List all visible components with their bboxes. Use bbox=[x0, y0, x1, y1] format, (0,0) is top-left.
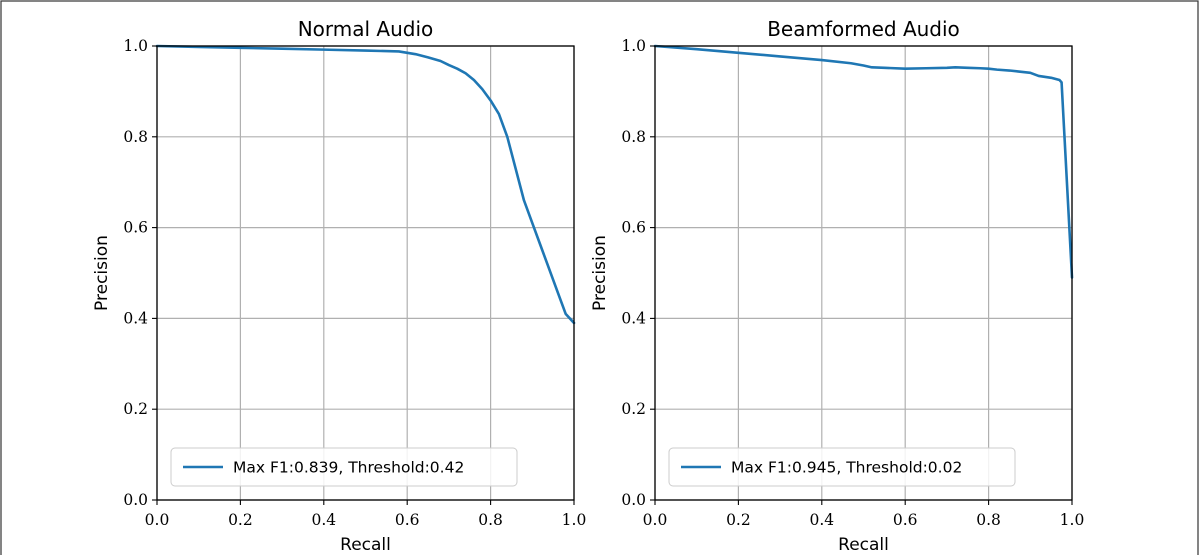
y-tick-label: 0.0 bbox=[123, 491, 148, 509]
y-tick-label: 0.8 bbox=[123, 128, 148, 146]
x-tick-label: 0.2 bbox=[228, 511, 253, 529]
axes-frame bbox=[654, 45, 1073, 501]
ticks: 0.0 0.2 0.4 0.6 0.8 1.0 0.0 0.2 0.4 0.6 0.8 1.0 bbox=[621, 37, 1084, 529]
y-tick-label: 1.0 bbox=[123, 37, 148, 55]
y-tick-label: 1.0 bbox=[621, 37, 646, 55]
grid-lines bbox=[654, 45, 1073, 501]
y-tick-label: 0.0 bbox=[621, 491, 646, 509]
x-tick-label: 0.0 bbox=[643, 511, 668, 529]
x-tick-label: 1.0 bbox=[562, 511, 587, 529]
y-tick-label: 0.2 bbox=[123, 400, 148, 418]
y-tick-label: 0.8 bbox=[621, 128, 646, 146]
legend: Max F1:0.839, Threshold:0.42 bbox=[170, 447, 518, 487]
x-tick-label: 0.8 bbox=[478, 511, 503, 529]
x-tick-label: 0.2 bbox=[726, 511, 751, 529]
pr-curve-line bbox=[653, 44, 1074, 279]
legend-box bbox=[170, 447, 518, 487]
x-tick-label: 0.8 bbox=[976, 511, 1001, 529]
legend-entry-label: Max F1:0.839, Threshold:0.42 bbox=[233, 459, 464, 477]
y-tick-label: 0.4 bbox=[123, 309, 148, 327]
panel-title: Beamformed Audio bbox=[767, 17, 960, 41]
ticks: 0.0 0.2 0.4 0.6 0.8 1.0 0.0 0.2 0.4 0.6 0.8 1.0 bbox=[123, 37, 586, 529]
x-axis-label: Recall bbox=[340, 535, 391, 555]
y-axis-label: Precision bbox=[590, 235, 610, 311]
panel-normal-audio: 0.0 0.2 0.4 0.6 0.8 1.0 0.0 0.2 0.4 0.6 0.8 1.0 Nor… bbox=[92, 17, 586, 555]
grid-lines bbox=[156, 45, 575, 501]
curve-layer bbox=[653, 44, 1074, 279]
panel-title: Normal Audio bbox=[298, 17, 434, 41]
y-tick-label: 0.6 bbox=[123, 219, 148, 237]
axes-frame bbox=[156, 45, 575, 501]
pr-curve-line bbox=[155, 44, 576, 325]
x-tick-label: 0.4 bbox=[809, 511, 834, 529]
x-tick-label: 1.0 bbox=[1060, 511, 1085, 529]
y-tick-label: 0.2 bbox=[621, 400, 646, 418]
x-tick-label: 0.4 bbox=[311, 511, 336, 529]
y-tick-label: 0.4 bbox=[621, 309, 646, 327]
legend-entry-label: Max F1:0.945, Threshold:0.02 bbox=[731, 459, 962, 477]
y-tick-label: 0.6 bbox=[621, 219, 646, 237]
x-tick-label: 0.6 bbox=[395, 511, 420, 529]
panel-beamformed-audio: 0.0 0.2 0.4 0.6 0.8 1.0 0.0 0.2 0.4 0.6 0.8 1.0 Bea… bbox=[590, 17, 1084, 555]
curve-layer bbox=[155, 44, 576, 325]
x-tick-label: 0.0 bbox=[145, 511, 170, 529]
x-axis-label: Recall bbox=[838, 535, 889, 555]
x-tick-label: 0.6 bbox=[893, 511, 918, 529]
y-axis-label: Precision bbox=[92, 235, 112, 311]
legend-box bbox=[668, 447, 1016, 487]
legend: Max F1:0.945, Threshold:0.02 bbox=[668, 447, 1016, 487]
